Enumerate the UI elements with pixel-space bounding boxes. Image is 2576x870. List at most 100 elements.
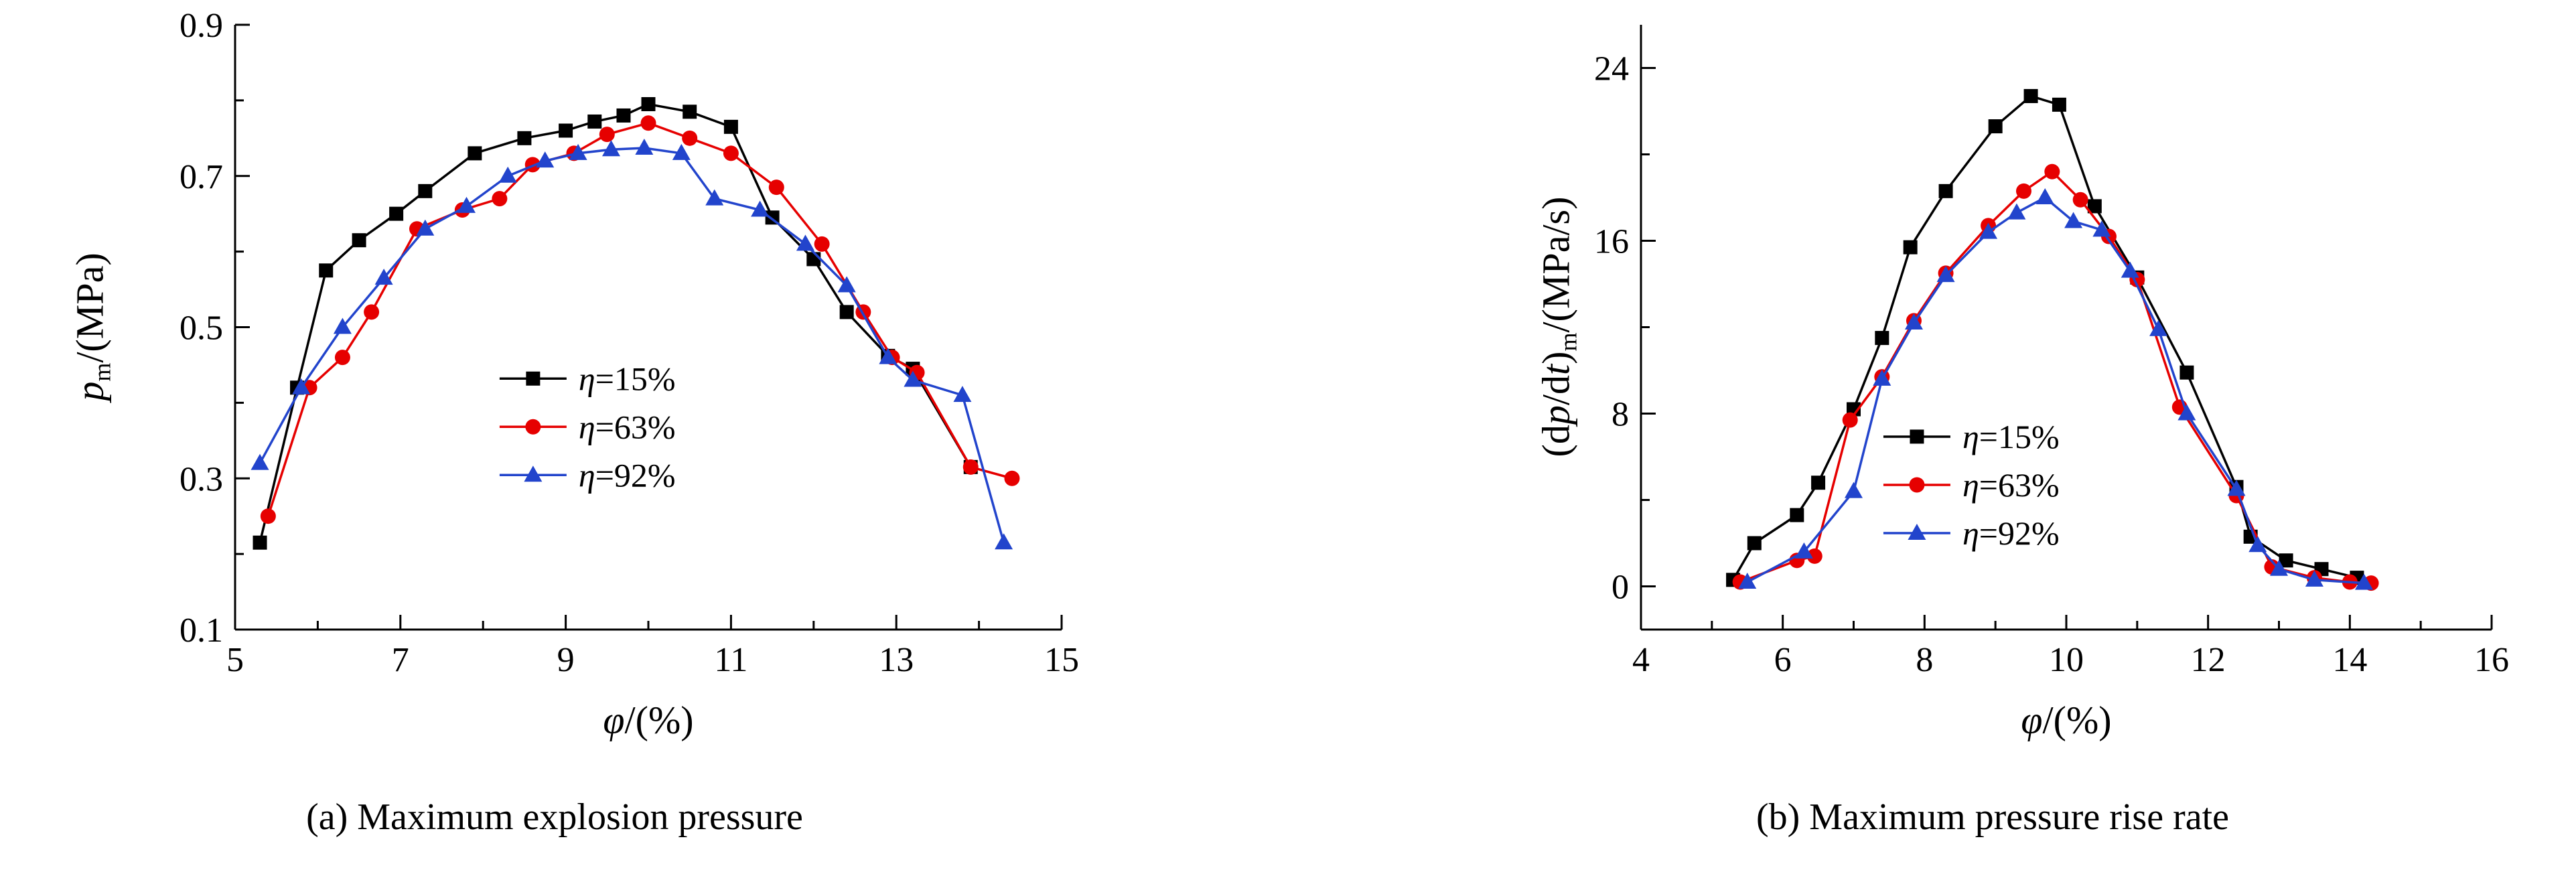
circle-marker [768, 179, 784, 196]
square-marker [517, 131, 532, 145]
triangle-marker [635, 138, 654, 155]
square-marker [616, 108, 631, 123]
square-marker [2023, 88, 2038, 103]
square-marker [2052, 97, 2066, 112]
legend-label: η=92% [1962, 514, 2060, 552]
triangle-marker [995, 533, 1013, 550]
square-marker [319, 263, 334, 278]
x-tick-label: 13 [879, 641, 914, 679]
circle-marker [723, 145, 739, 161]
triangle-marker [2270, 559, 2288, 576]
legend: η=15% η=63% η=92% [499, 360, 676, 494]
square-marker [1988, 119, 2003, 134]
circle-marker [962, 459, 979, 475]
circle-marker [334, 350, 350, 366]
triangle-marker [2007, 203, 2026, 220]
x-tick-label: 11 [714, 641, 747, 679]
triangle-marker [498, 166, 517, 183]
circle-marker [682, 130, 698, 146]
circle-marker [1806, 548, 1822, 564]
circle-marker [599, 127, 615, 143]
chart-b-plot: 4 6 8 10 12 14 16 0 8 16 24 η=15% η=63% η=92% [1594, 25, 2509, 679]
square-marker [1875, 331, 1889, 346]
x-tick-label: 10 [2049, 641, 2084, 679]
caption-b: (b) Maximum pressure rise rate [1756, 796, 2229, 838]
square-marker [352, 233, 366, 248]
circle-marker [2072, 192, 2088, 208]
x-tick-label: 4 [1632, 641, 1650, 679]
triangle-marker [1845, 482, 1863, 498]
circle-marker [1842, 412, 1858, 428]
triangle-marker [1908, 523, 1926, 540]
square-marker [587, 114, 602, 129]
series-square [1726, 88, 2364, 587]
triangle-marker [1873, 369, 1891, 386]
x-tick-label: 14 [2332, 641, 2367, 679]
x-tick-label: 7 [392, 641, 409, 679]
triangle-marker [601, 140, 620, 157]
chart-a-plot: 5 7 9 11 13 15 0.1 0.3 0.5 0.7 0.9 η=15% η=63% η=92% [180, 7, 1079, 679]
y-tick-label: 24 [1594, 50, 1629, 88]
square-marker [468, 146, 482, 161]
triangle-marker [2177, 404, 2196, 421]
y-tick-label: 16 [1594, 223, 1629, 261]
triangle-marker [837, 276, 856, 293]
triangle-marker [2248, 536, 2267, 553]
y-tick-label: 0.1 [180, 611, 223, 650]
circle-marker [260, 508, 276, 524]
triangle-marker [2227, 480, 2246, 496]
square-marker [253, 535, 267, 550]
triangle-marker [2149, 319, 2168, 336]
triangle-marker [904, 370, 922, 387]
chart-a-y-axis-title: pm/(MPa) [68, 252, 116, 401]
triangle-marker [457, 196, 476, 213]
square-marker [418, 184, 433, 198]
square-marker [1938, 184, 1953, 198]
triangle-marker [705, 189, 724, 206]
x-tick-label: 6 [1774, 641, 1792, 679]
triangle-marker [2305, 570, 2323, 587]
square-marker [2087, 199, 2102, 214]
circle-marker [492, 191, 508, 207]
legend-label: η=92% [579, 456, 676, 494]
x-tick-label: 16 [2474, 641, 2509, 679]
square-marker [389, 206, 404, 221]
triangle-marker [524, 465, 543, 482]
square-marker [1811, 476, 1826, 490]
chart-b-x-axis-title: φ/(%) [2021, 698, 2112, 742]
square-marker [806, 252, 821, 267]
triangle-marker [251, 453, 269, 470]
triangle-marker [2035, 188, 2054, 204]
legend: η=15% η=63% η=92% [1883, 418, 2060, 552]
triangle-marker [1936, 266, 1955, 283]
triangle-marker [1979, 222, 1998, 239]
y-tick-label: 0.3 [180, 460, 223, 498]
circle-marker [1909, 477, 1925, 493]
chart-a-x-axis-title: φ/(%) [603, 698, 694, 742]
triangle-marker [2355, 573, 2373, 590]
triangle-marker [569, 143, 587, 160]
triangle-marker [2121, 261, 2139, 278]
square-marker [1903, 240, 1918, 255]
triangle-marker [879, 348, 898, 364]
triangle-marker [672, 143, 691, 160]
legend-label: η=63% [579, 408, 676, 445]
legend-label: η=15% [1962, 418, 2060, 455]
circle-marker [525, 419, 541, 435]
y-tick-label: 8 [1612, 396, 1629, 434]
legend-label: η=15% [579, 360, 676, 397]
triangle-marker [1738, 573, 1757, 589]
square-marker [641, 97, 656, 112]
circle-marker [814, 236, 830, 252]
y-tick-label: 0.9 [180, 7, 223, 45]
square-marker [2179, 365, 2194, 380]
triangle-marker [416, 219, 435, 236]
triangle-marker [796, 234, 814, 251]
square-marker [839, 305, 854, 319]
square-marker [1790, 508, 1804, 522]
x-tick-label: 12 [2191, 641, 2226, 679]
triangle-marker [1794, 542, 1813, 559]
circle-marker [640, 115, 656, 131]
legend-label: η=63% [1962, 466, 2060, 504]
square-marker [559, 123, 573, 138]
